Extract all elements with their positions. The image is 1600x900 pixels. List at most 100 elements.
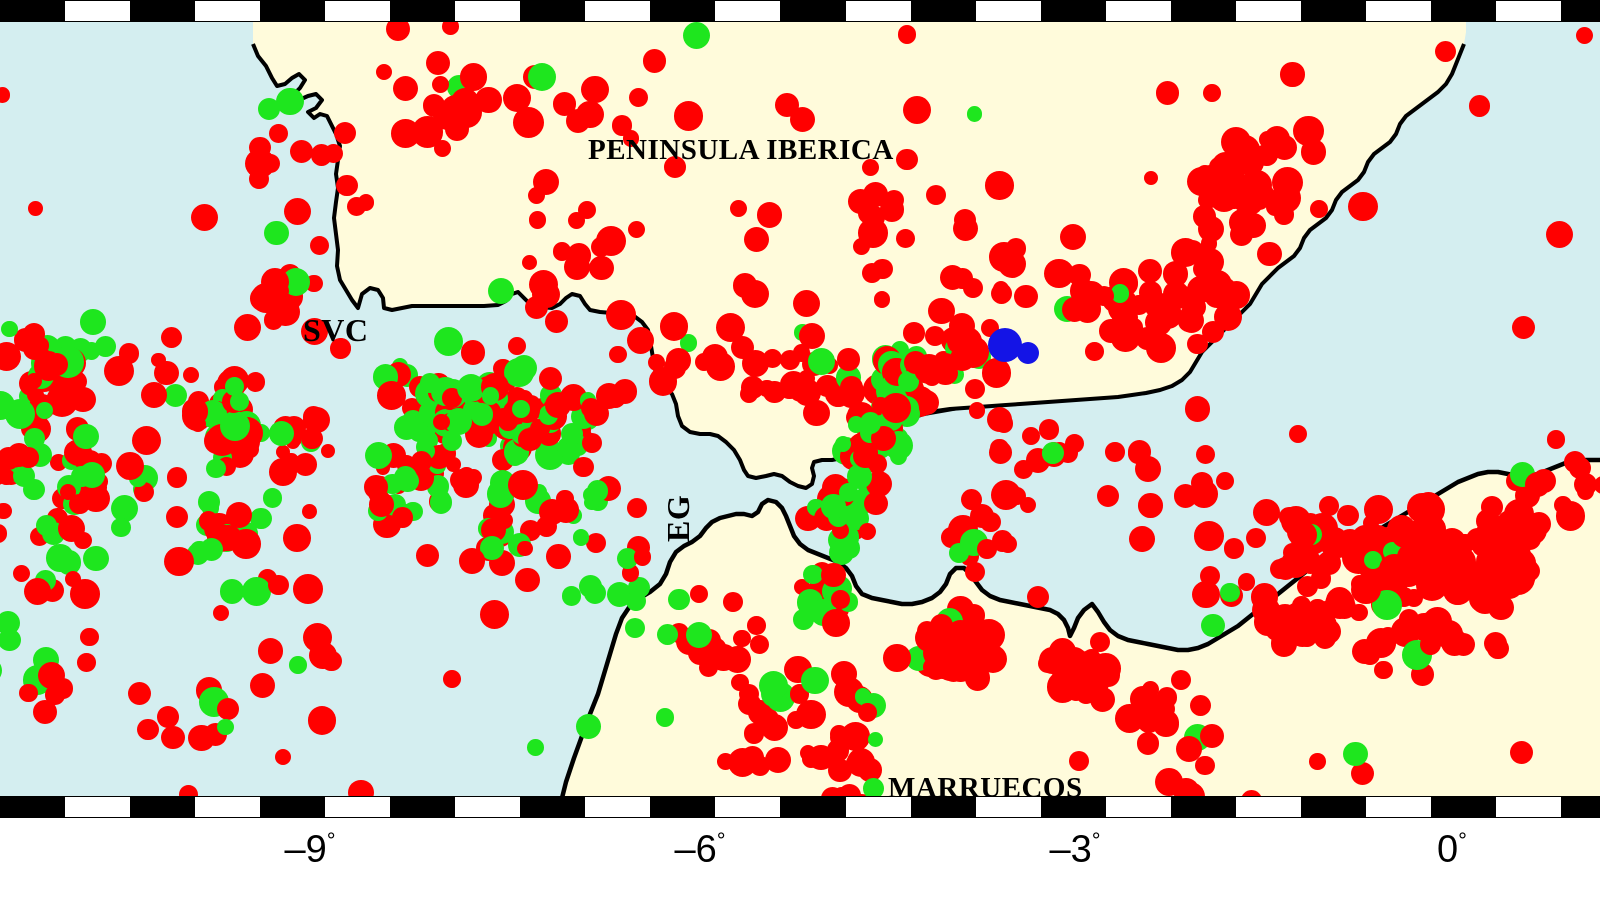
epicentre-dot-red — [1203, 169, 1220, 186]
epicentre-dot-red — [1171, 669, 1192, 690]
epicentre-dot-red — [1245, 527, 1266, 549]
epicentre-dot-red — [800, 744, 817, 762]
epicentre-dot-red — [1171, 238, 1200, 267]
axis-tick-value: –3 — [1049, 828, 1092, 871]
epicentre-dot-red — [1195, 248, 1224, 277]
epicentre-dot-red — [853, 444, 878, 469]
epicentre-dot-red — [1232, 188, 1258, 214]
epicentre-dot-red — [1554, 496, 1572, 515]
epicentre-dot-red — [1089, 631, 1110, 652]
epicentre-dot-red — [1309, 199, 1328, 218]
epicentre-dot-red — [269, 124, 289, 144]
epicentre-dot-red — [573, 456, 594, 478]
epicentre-dot-green — [527, 62, 556, 92]
epicentre-dot-red — [716, 312, 746, 342]
epicentre-dot-red — [1434, 40, 1456, 62]
epicentre-dot-green — [111, 517, 132, 538]
epicentre-dot-red — [302, 504, 318, 519]
epicentre-dot-red — [546, 544, 571, 569]
epicentre-dot-red — [862, 159, 880, 177]
epicentre-dot-red — [1155, 768, 1183, 796]
epicentre-dot-red — [998, 249, 1027, 279]
epicentre-dot-red — [837, 784, 861, 796]
epicentre-dot-red — [249, 672, 275, 698]
epicentre-dot-red — [839, 384, 863, 409]
epicentre-dot-green — [433, 489, 450, 507]
label-svc: SVC — [303, 312, 369, 348]
epicentre-dot-red — [1237, 145, 1260, 169]
epicentre-dot-red — [1511, 315, 1536, 340]
epicentre-dot-red — [532, 280, 560, 309]
label-marruecos: MARRUECOS — [888, 772, 1083, 796]
epicentre-dot-green — [289, 655, 307, 674]
epicentre-dot-red — [331, 337, 352, 358]
epicentre-dot-red — [507, 337, 526, 355]
epicentre-dot-red — [336, 174, 358, 197]
epicentre-dot-red — [1136, 732, 1160, 756]
epicentre-dot-red — [410, 450, 433, 473]
epicentre-dot-red — [213, 605, 230, 622]
degree-symbol: ° — [716, 828, 726, 853]
epicentre-dot-red — [1293, 115, 1325, 147]
epicentre-dot-red — [981, 358, 1012, 388]
epicentre-dot-green — [625, 617, 646, 638]
epicentre-layer — [0, 22, 1600, 796]
epicentre-dot-red — [528, 211, 547, 229]
epicentre-dot-red — [302, 406, 325, 428]
epicentre-dot-green — [441, 430, 463, 452]
frame-tick-segment — [520, 1, 586, 21]
epicentre-dot-red — [1314, 627, 1337, 650]
epicentre-dot-red — [1230, 223, 1254, 247]
epicentre-dot-red — [1378, 553, 1410, 585]
epicentre-dot-red — [993, 281, 1010, 298]
epicentre-dot-red — [231, 529, 261, 559]
epicentre-dot-green — [1343, 741, 1368, 767]
frame-tick-segment — [780, 1, 846, 21]
epicentre-dot-red — [581, 75, 609, 104]
epicentre-dot-red — [1503, 527, 1527, 551]
epicentre-dot-green — [966, 106, 983, 123]
epicentre-dot-red — [743, 226, 770, 253]
epicentre-dot-green — [5, 398, 36, 429]
epicentre-dot-green — [897, 370, 920, 393]
epicentre-dot-red — [604, 386, 626, 408]
epicentre-dot-green — [586, 480, 608, 502]
epicentre-dot-red — [1252, 499, 1281, 527]
epicentre-dot-red — [986, 406, 1012, 433]
epicentre-dot-red — [552, 92, 577, 116]
epicentre-dot-red — [391, 119, 420, 148]
epicentre-dot-red — [792, 289, 821, 318]
epicentre-dot-red — [459, 548, 485, 574]
map-frame: PENINSULA IBERICA MARRUECOS SVC EG — [0, 0, 1600, 818]
epicentre-dot-red — [128, 681, 152, 705]
epicentre-dot-red — [567, 212, 585, 230]
epicentre-dot-red — [161, 326, 183, 348]
epicentre-dot-red — [190, 204, 218, 232]
epicentre-dot-red — [1527, 511, 1552, 536]
frame-tick-segment — [0, 797, 66, 817]
epicentre-dot-red — [1096, 663, 1120, 687]
epicentre-dot-red — [307, 706, 337, 735]
epicentre-dot-red — [741, 746, 764, 770]
epicentre-dot-red — [821, 563, 846, 588]
epicentre-dot-red — [458, 467, 475, 484]
epicentre-dot-red — [647, 353, 666, 372]
epicentre-dot-red — [629, 87, 649, 107]
epicentre-dot-red — [701, 343, 729, 371]
epicentre-dot-green — [0, 611, 21, 636]
epicentre-dot-green — [793, 609, 814, 631]
epicentre-dot-green — [395, 469, 419, 493]
epicentre-dot-green — [854, 688, 871, 705]
degree-symbol: ° — [326, 828, 336, 853]
epicentre-dot-red — [140, 381, 167, 408]
epicentre-dot-red — [377, 381, 407, 411]
epicentre-dot-red — [627, 497, 648, 519]
epicentre-dot-red — [251, 155, 273, 177]
epicentre-dot-green — [1041, 442, 1064, 465]
epicentre-dot-red — [857, 703, 877, 723]
epicentre-dot-red — [990, 438, 1009, 458]
epicentre-dot-red — [750, 635, 770, 654]
epicentre-dot-red — [627, 220, 646, 239]
epicentre-dot-red — [663, 156, 686, 178]
epicentre-dot-green — [1201, 613, 1225, 638]
